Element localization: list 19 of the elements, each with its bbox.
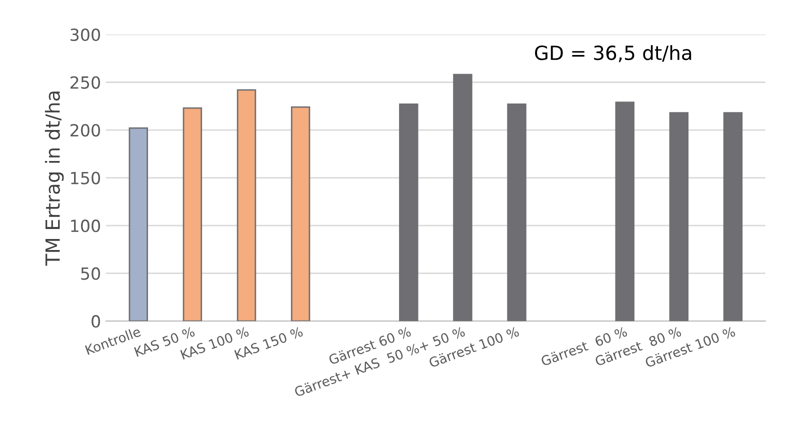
bar bbox=[128, 127, 148, 322]
y-tick-label: 50 bbox=[81, 267, 100, 280]
bar bbox=[507, 104, 526, 322]
bar bbox=[615, 102, 634, 322]
annotation: GD = 36,5 dt/ha bbox=[535, 45, 692, 62]
y-tick-label: 100 bbox=[71, 220, 100, 232]
y-tick-label: 300 bbox=[70, 28, 100, 42]
bar bbox=[182, 107, 202, 322]
y-tick-label: 250 bbox=[70, 76, 100, 89]
bar bbox=[723, 112, 743, 322]
y-tick-label: 150 bbox=[71, 172, 100, 184]
y-tick-label: 0 bbox=[92, 315, 100, 328]
bar bbox=[669, 112, 689, 322]
y-axis-title: TM Ertrag in dt/ha bbox=[44, 92, 64, 266]
bar bbox=[399, 104, 418, 322]
bar bbox=[236, 89, 256, 322]
bar bbox=[290, 106, 310, 322]
bar bbox=[453, 74, 472, 322]
y-tick-label: 200 bbox=[70, 124, 100, 137]
